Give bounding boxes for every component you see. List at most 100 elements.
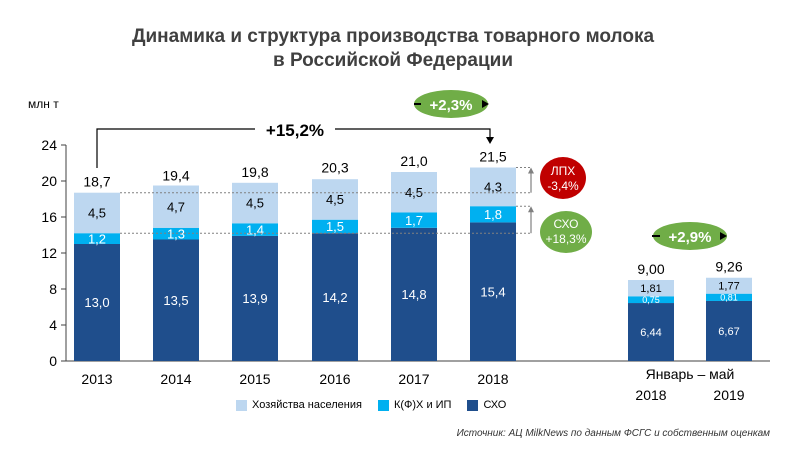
bar-1-3	[312, 219, 358, 234]
bar-0-7	[706, 300, 752, 361]
bar-label-1-0: 1,2	[88, 231, 106, 246]
bar-label-1-2: 1,4	[246, 222, 264, 237]
bar-2-6	[628, 280, 674, 297]
total-label-5: 21,5	[479, 149, 506, 165]
total-label-6: 9,00	[637, 261, 664, 277]
y-tick-label-6: 24	[41, 137, 57, 153]
legend-item-households: Хозяйства населения	[236, 399, 362, 411]
growth-bracket-head	[486, 137, 494, 144]
legend-swatch-agri	[467, 399, 479, 411]
bar-label-0-5: 15,4	[480, 284, 505, 299]
y-tick-label-5: 20	[41, 173, 57, 189]
lph-change-arrow-head	[528, 167, 534, 174]
x-tick-label-4: 2017	[398, 371, 429, 387]
growth-label-bg	[255, 118, 335, 140]
x-tick-label-3: 2016	[319, 371, 350, 387]
total-label-3: 20,3	[321, 159, 348, 175]
bar-label-2-1: 4,7	[167, 199, 185, 214]
bar-label-0-6: 6,44	[640, 327, 661, 339]
badge-cho-label: СХО	[554, 217, 579, 231]
bar-0-6	[628, 303, 674, 361]
x-tick-label-0: 2013	[81, 371, 112, 387]
badge-lph	[540, 157, 586, 199]
chart-title-line1: Динамика и структура производства товарн…	[131, 26, 655, 47]
bar-label-0-0: 13,0	[84, 295, 109, 310]
bar-label-0-3: 14,2	[322, 290, 347, 305]
legend-item-agri: СХО	[467, 399, 506, 411]
bar-0-2	[232, 235, 278, 361]
bar-2-5	[470, 167, 516, 207]
total-label-7: 9,26	[715, 259, 742, 275]
legend-swatch-farms	[377, 399, 389, 411]
y-tick-label-1: 4	[49, 317, 57, 333]
bar-label-2-5: 4,3	[484, 180, 502, 195]
bar-2-3	[312, 179, 358, 220]
bar-1-5	[470, 206, 516, 223]
bar-label-2-3: 4,5	[326, 192, 344, 207]
badge-jan-may-arrow-head	[720, 232, 727, 240]
bar-2-7	[706, 277, 752, 294]
badge-growth-jan-may-label: +2,9%	[669, 229, 712, 246]
bar-1-0	[74, 233, 120, 244]
bar-1-4	[391, 212, 437, 228]
x-tick-label-6: 2018	[635, 387, 666, 403]
y-tick-label-3: 12	[41, 245, 57, 261]
bar-0-0	[74, 244, 120, 361]
badge-lph-label: ЛПХ	[551, 164, 576, 178]
bar-2-0	[74, 192, 120, 234]
total-label-2: 19,8	[241, 164, 268, 180]
bar-label-1-1: 1,3	[167, 226, 185, 241]
bar-label-1-3: 1,5	[326, 219, 344, 234]
bar-0-4	[391, 227, 437, 361]
legend-label-farms: К(Ф)Х и ИП	[393, 399, 452, 411]
bar-label-2-0: 4,5	[88, 206, 106, 221]
bar-0-1	[153, 239, 199, 361]
total-label-0: 18,7	[83, 174, 110, 190]
badge-cho	[540, 211, 592, 253]
bar-1-2	[232, 223, 278, 236]
chart-title-line2: в Российской Федерации	[272, 50, 514, 71]
bar-label-0-1: 13,5	[163, 293, 188, 308]
bar-0-5	[470, 222, 516, 361]
badge-cho-value: +18,3%	[545, 232, 586, 246]
badge-growth-2018-arrow-head	[482, 100, 489, 108]
bar-label-1-6: 0,75	[642, 295, 660, 305]
bar-label-0-7: 6,67	[718, 326, 739, 338]
bar-1-7	[706, 293, 752, 301]
chart-legend: Хозяйства населения К(Ф)Х и ИП СХО	[236, 399, 522, 411]
growth-total-label: +15,2%	[266, 121, 324, 140]
y-tick-label-4: 16	[41, 209, 57, 225]
bar-label-2-2: 4,5	[246, 196, 264, 211]
bar-2-2	[232, 182, 278, 224]
bar-label-2-6: 1,81	[640, 283, 661, 295]
badge-lph-value: -3,4%	[547, 179, 579, 193]
badge-growth-jan-may	[653, 222, 727, 250]
y-tick-label-2: 8	[49, 281, 57, 297]
legend-label-agri: СХО	[483, 399, 507, 411]
legend-label-households: Хозяйства населения	[252, 399, 362, 411]
bar-label-1-5: 1,8	[484, 207, 502, 222]
badge-growth-2018	[414, 90, 488, 118]
legend-item-farms: К(Ф)Х и ИП	[377, 399, 452, 411]
legend-swatch-households	[236, 399, 247, 411]
bar-0-3	[312, 233, 358, 361]
bar-label-1-4: 1,7	[405, 213, 423, 228]
total-label-4: 21,0	[400, 153, 427, 169]
x-tick-label-7: 2019	[713, 387, 744, 403]
source-note: Источник: АЦ MilkNews по данным ФСГС и с…	[456, 428, 770, 439]
x-group-label: Январь – май	[646, 366, 735, 382]
bar-label-0-2: 13,9	[242, 291, 267, 306]
y-axis-label: млн т	[28, 97, 59, 111]
badge-growth-2018-label: +2,3%	[430, 97, 473, 114]
x-tick-label-2: 2015	[239, 371, 270, 387]
bar-1-6	[628, 296, 674, 304]
bar-label-2-7: 1,77	[718, 281, 739, 293]
bar-label-1-7: 0,81	[720, 293, 738, 303]
total-label-1: 19,4	[162, 167, 189, 183]
x-tick-label-5: 2018	[477, 371, 508, 387]
bar-label-0-4: 14,8	[401, 287, 426, 302]
cho-change-arrow-head	[528, 206, 534, 213]
x-tick-label-1: 2014	[160, 371, 191, 387]
y-tick-label-0: 0	[49, 353, 57, 369]
